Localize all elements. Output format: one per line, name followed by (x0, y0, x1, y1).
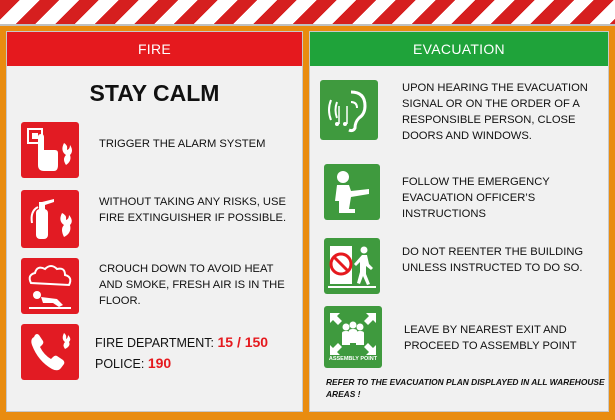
evac-instruction-hearing: UPON HEARING THE EVACUATION SIGNAL OR ON… (310, 76, 608, 156)
evacuation-panel: EVACUATION UPON HEARING THE EVACUATION S… (309, 31, 609, 412)
officer-instruction-text: FOLLOW THE EMERGENCY EVACUATION OFFICER’… (402, 176, 550, 220)
no-reentry-icon (324, 238, 380, 294)
fire-department-line: FIRE DEPARTMENT: 15 / 150 (95, 332, 300, 353)
crouch-smoke-icon (21, 258, 79, 314)
fire-instruction-extinguisher: WITHOUT TAKING ANY RISKS, USE FIRE EXTIN… (7, 190, 302, 248)
police-label: POLICE: (95, 357, 145, 371)
fire-department-label: FIRE DEPARTMENT: (95, 336, 214, 350)
police-line: POLICE: 190 (95, 353, 300, 374)
fire-department-number: 15 / 150 (217, 334, 269, 350)
assembly-point-icon: ASSEMBLY POINT (324, 306, 382, 368)
hearing-instruction-text: UPON HEARING THE EVACUATION SIGNAL OR ON… (402, 82, 588, 142)
fire-instruction-alarm: TRIGGER THE ALARM SYSTEM (7, 122, 302, 178)
crouch-instruction-text: CROUCH DOWN TO AVOID HEAT AND SMOKE, FRE… (99, 263, 285, 307)
police-number: 190 (147, 355, 172, 371)
evac-instruction-assembly: ASSEMBLY POINT LEAVE BY NEAREST EXIT AND… (310, 306, 608, 374)
fire-alarm-icon (21, 122, 79, 178)
evac-instruction-officer: FOLLOW THE EMERGENCY EVACUATION OFFICER’… (310, 164, 608, 228)
evac-instruction-no-reentry: DO NOT REENTER THE BUILDING UNLESS INSTR… (310, 238, 608, 302)
extinguisher-instruction-text: WITHOUT TAKING ANY RISKS, USE FIRE EXTIN… (99, 196, 287, 224)
evacuation-plan-note: REFER TO THE EVACUATION PLAN DISPLAYED I… (326, 377, 605, 399)
pointing-officer-icon (324, 164, 380, 220)
hazard-stripe-banner (0, 0, 615, 26)
emergency-phone-icon (21, 324, 79, 380)
alarm-instruction-text: TRIGGER THE ALARM SYSTEM (99, 138, 266, 150)
hearing-signal-icon (320, 80, 378, 140)
assembly-instruction-text: LEAVE BY NEAREST EXIT AND PROCEED TO ASS… (404, 324, 577, 352)
emergency-contacts: FIRE DEPARTMENT: 15 / 150 POLICE: 190 (7, 324, 302, 380)
fire-panel: FIRE STAY CALM TRIGGER THE ALARM SYSTEM … (6, 31, 303, 412)
fire-extinguisher-icon (21, 190, 79, 248)
stay-calm-title: STAY CALM (89, 80, 220, 106)
no-reentry-instruction-text: DO NOT REENTER THE BUILDING UNLESS INSTR… (402, 246, 584, 274)
fire-panel-header: FIRE (7, 32, 302, 66)
evacuation-panel-header: EVACUATION (310, 32, 608, 66)
fire-instruction-crouch: CROUCH DOWN TO AVOID HEAT AND SMOKE, FRE… (7, 258, 302, 314)
assembly-point-label: ASSEMBLY POINT (328, 356, 378, 362)
